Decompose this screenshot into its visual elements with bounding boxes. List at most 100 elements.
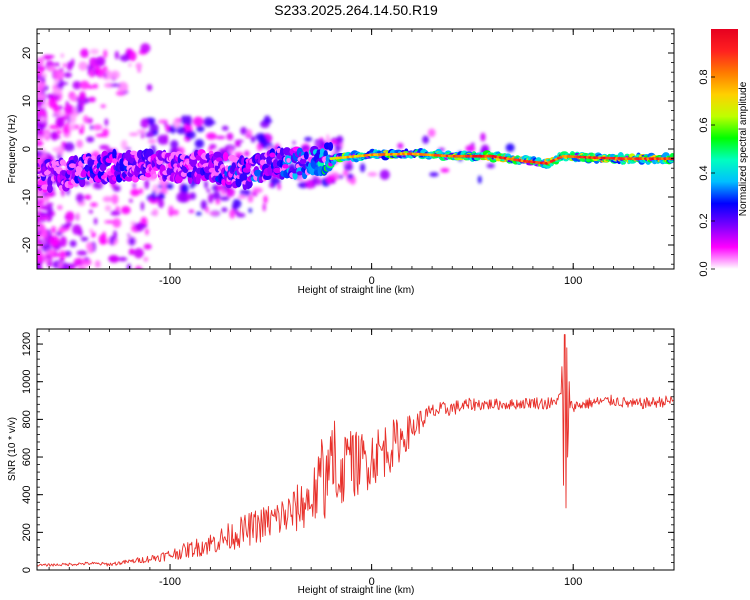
spectrogram-noise-blob: [505, 143, 515, 153]
spectrogram-noise-blob: [34, 293, 41, 296]
spectrogram-noise-blob: [83, 180, 92, 186]
y-tick-label: 20: [21, 47, 33, 59]
spectrogram-noise-blob: [157, 134, 169, 145]
snr-panel: -100 0 100 0 200 400 600 800 1000 1200 Height of…: [7, 328, 675, 596]
spectrogram-noise-blob: [51, 226, 56, 234]
spectrogram-ridge-cell: [273, 167, 282, 174]
spectrogram-noise-blob: [292, 140, 296, 145]
spectrogram-noise-blob: [37, 74, 41, 81]
spectrogram-noise-blob: [135, 62, 143, 70]
spectrogram-noise-blob: [37, 135, 42, 142]
spectrogram-noise-blob: [169, 206, 174, 212]
spectrogram-noise-blob: [58, 250, 67, 260]
spectrogram-ridge-cell: [269, 152, 276, 158]
spectrogram-noise-blob: [262, 203, 266, 212]
spectrogram-noise-blob: [157, 119, 169, 124]
spectrogram-noise-blob: [37, 279, 44, 289]
spectrogram-ridge-cell: [41, 184, 49, 190]
snr-x-label: Height of straight line (km): [298, 585, 415, 596]
spectrogram-noise-blob: [37, 210, 42, 216]
spectrogram-noise-blob: [127, 233, 131, 237]
spectrogram-noise-blob: [72, 224, 82, 235]
spectrogram-noise-blob: [158, 198, 165, 209]
spectrogram-noise-blob: [236, 212, 246, 218]
spectrogram-noise-blob: [88, 209, 93, 214]
x-tick-label: 100: [564, 275, 582, 287]
spectrogram-noise-blob: [234, 151, 244, 157]
spectrogram-noise-blob: [43, 100, 47, 110]
spectrogram-noise-blob: [113, 274, 120, 283]
spectrogram-noise-blob: [359, 163, 366, 173]
spectrogram-noise-blob: [189, 192, 197, 200]
spectrogram-noise-blob: [79, 80, 90, 90]
spectrogram-noise-blob: [315, 177, 322, 186]
spectrogram-noise-blob: [176, 126, 187, 135]
spectrogram-ridge-cell: [78, 160, 83, 168]
spectrogram-x-ticks: -100 0 100: [48, 29, 675, 287]
spectrogram-noise-blob: [111, 194, 119, 205]
spectrogram-noise-blob: [79, 270, 87, 279]
spectrogram-noise-blob: [37, 238, 40, 246]
x-tick-label: -100: [159, 576, 181, 588]
spectrogram-ridge-cell: [75, 165, 83, 173]
spectrogram-noise-blob: [204, 180, 209, 189]
snr-line: [37, 334, 674, 567]
spectrogram-noise-blob: [200, 199, 207, 210]
spectrogram-noise-blob: [36, 290, 40, 294]
spectrogram-noise-blob: [75, 212, 80, 221]
y-tick-label: 200: [21, 523, 33, 541]
spectrogram-noise-blob: [89, 228, 93, 233]
spectrogram-noise-blob: [54, 253, 61, 257]
spectrogram-noise-blob: [129, 198, 133, 203]
spectrogram-noise-blob: [113, 230, 118, 241]
spectrogram-noise-blob: [147, 139, 157, 144]
spectrogram-noise-blob: [208, 193, 214, 204]
spectrogram-noise-blob: [92, 124, 103, 131]
spectrogram-noise-blob: [62, 124, 71, 135]
spectrogram-noise-blob: [46, 261, 52, 268]
spectrogram-noise-blob: [300, 145, 311, 150]
spectrogram-noise-blob: [89, 69, 94, 78]
spectrogram-noise-blob: [58, 262, 63, 269]
spectrogram-noise-blob: [133, 247, 144, 259]
spectrogram-noise-blob: [277, 183, 281, 191]
spectrogram-noise-blob: [121, 206, 131, 215]
spectrogram-noise-blob: [64, 142, 75, 152]
spectrogram-noise-blob: [43, 273, 52, 276]
spectrogram-noise-blob: [240, 126, 248, 135]
spectrogram-ridge-cell: [91, 155, 96, 160]
spectrogram-noise-blob: [140, 201, 145, 211]
spectrogram-ridge-cell: [195, 154, 201, 161]
figure-title: S233.2025.264.14.50.R19: [274, 2, 438, 18]
spectrogram-y-ticks: -20 -10 0 10 20: [21, 33, 674, 265]
spectrogram-noise-blob: [343, 162, 353, 172]
spectrogram-noise-blob: [140, 118, 149, 129]
spectrogram-noise-blob: [86, 136, 95, 143]
spectrogram-noise-blob: [330, 149, 336, 156]
spectrogram-noise-blob: [57, 204, 63, 211]
spectrogram-noise-blob: [78, 61, 88, 71]
x-tick-label: 0: [369, 576, 375, 588]
spectrogram-noise-blob: [151, 190, 156, 202]
spectrogram-noise-blob: [125, 276, 128, 283]
spectrogram-noise-blob: [105, 70, 111, 75]
spectrogram-noise-blob: [32, 270, 42, 278]
spectrogram-noise-blob: [212, 191, 221, 200]
spectrogram-noise-blob: [128, 132, 139, 136]
spectrogram-noise-blob: [262, 118, 273, 124]
colorbar-tick-label: 0.2: [698, 213, 710, 228]
spectrogram-noise-blob: [89, 125, 94, 130]
spectrogram-noise-blob: [109, 235, 115, 246]
spectrogram-noise-blob: [94, 65, 101, 76]
spectrogram-noise-blob: [347, 173, 354, 180]
colorbar-tick-label: 0.4: [698, 165, 710, 180]
colorbar-tick-label: 0.0: [698, 261, 710, 276]
spectrogram-noise-blob: [219, 196, 230, 201]
spectrogram-noise-blob: [206, 121, 216, 125]
spectrogram-noise-blob: [112, 218, 122, 228]
spectrogram-noise-blob: [80, 48, 89, 58]
spectrogram-noise-blob: [35, 284, 41, 294]
colorbar-gradient: [711, 29, 738, 269]
spectrogram-noise-blob: [234, 210, 240, 215]
